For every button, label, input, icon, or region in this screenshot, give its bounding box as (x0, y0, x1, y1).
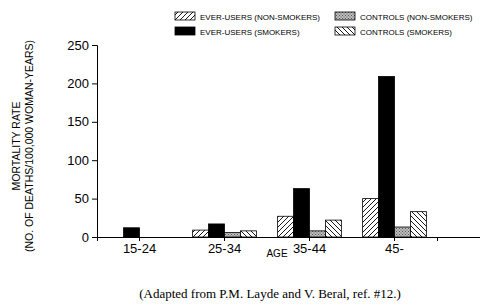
y-axis-line (92, 46, 98, 238)
bar (363, 199, 379, 237)
y-tick-mark (92, 199, 97, 200)
bar (155, 237, 171, 238)
y-tick-label: 50 (75, 191, 89, 206)
bar (140, 237, 156, 238)
y-axis: 0 50 100 150 200 250 (67, 38, 97, 245)
x-tick: 35-44 (293, 237, 326, 256)
y-tick: 250 (67, 38, 97, 53)
y-tick: 200 (67, 76, 97, 91)
x-tick-label: 15-24 (123, 241, 156, 256)
bar (209, 224, 225, 237)
caption: (Adapted from P.M. Layde and V. Beral, r… (139, 286, 401, 301)
x-tick-label: 35-44 (293, 241, 326, 256)
bar (124, 228, 140, 237)
y-tick: 150 (67, 114, 97, 129)
legend-label: EVER-USERS (NON-SMOKERS) (200, 13, 320, 22)
y-axis-title: (NO. OF DEATHS/100,000 WOMAN-YEARS) (23, 40, 35, 252)
y-tick-label: 0 (82, 230, 89, 245)
bar (294, 189, 310, 237)
legend-swatch (335, 27, 355, 35)
bar (395, 227, 411, 237)
bar (240, 231, 256, 237)
bar (410, 212, 426, 237)
legend-label: CONTROLS (SMOKERS) (360, 28, 452, 37)
y-tick-label: 250 (67, 38, 89, 53)
bars (124, 76, 427, 237)
bar (310, 231, 326, 237)
bar (108, 237, 124, 238)
y-tick: 50 (75, 191, 97, 206)
legend: EVER-USERS (NON-SMOKERS) EVER-USERS (SMOK… (175, 12, 473, 37)
bar-series (225, 227, 411, 237)
y-tick-mark (92, 160, 97, 161)
bar (379, 76, 395, 237)
x-tick: 25-34 (208, 237, 241, 256)
legend-swatch (175, 12, 195, 20)
legend-label: CONTROLS (NON-SMOKERS) (360, 13, 473, 22)
y-tick-mark (92, 122, 97, 123)
bar (225, 232, 241, 237)
y-tick: 100 (67, 153, 97, 168)
x-tick-label: 25-34 (208, 241, 241, 256)
y-tick-label: 150 (67, 114, 89, 129)
y-axis-title: MORTALITY RATE (10, 101, 22, 190)
y-tick-mark (92, 83, 97, 84)
bar (325, 220, 341, 237)
x-axis-title: AGE (266, 248, 287, 259)
legend-swatch (175, 27, 195, 35)
bar (278, 216, 294, 237)
bar-series (193, 199, 379, 237)
x-tick-label: 45- (385, 241, 404, 256)
x-axis-line-extension (437, 237, 480, 238)
bar-series (124, 76, 395, 237)
x-tick: 15-24 (123, 237, 156, 256)
x-tick: 45- (385, 237, 404, 256)
y-tick-mark (92, 237, 97, 238)
y-tick-mark (92, 45, 97, 46)
y-tick-label: 100 (67, 153, 89, 168)
y-tick: 0 (82, 230, 97, 245)
chart: 0 50 100 150 200 250 15-24 25-34 35-44 45- AGE MORT… (0, 0, 483, 308)
bar-series (240, 212, 426, 237)
y-tick-label: 200 (67, 76, 89, 91)
legend-swatch (335, 12, 355, 20)
legend-label: EVER-USERS (SMOKERS) (200, 28, 300, 37)
bar (193, 230, 209, 237)
